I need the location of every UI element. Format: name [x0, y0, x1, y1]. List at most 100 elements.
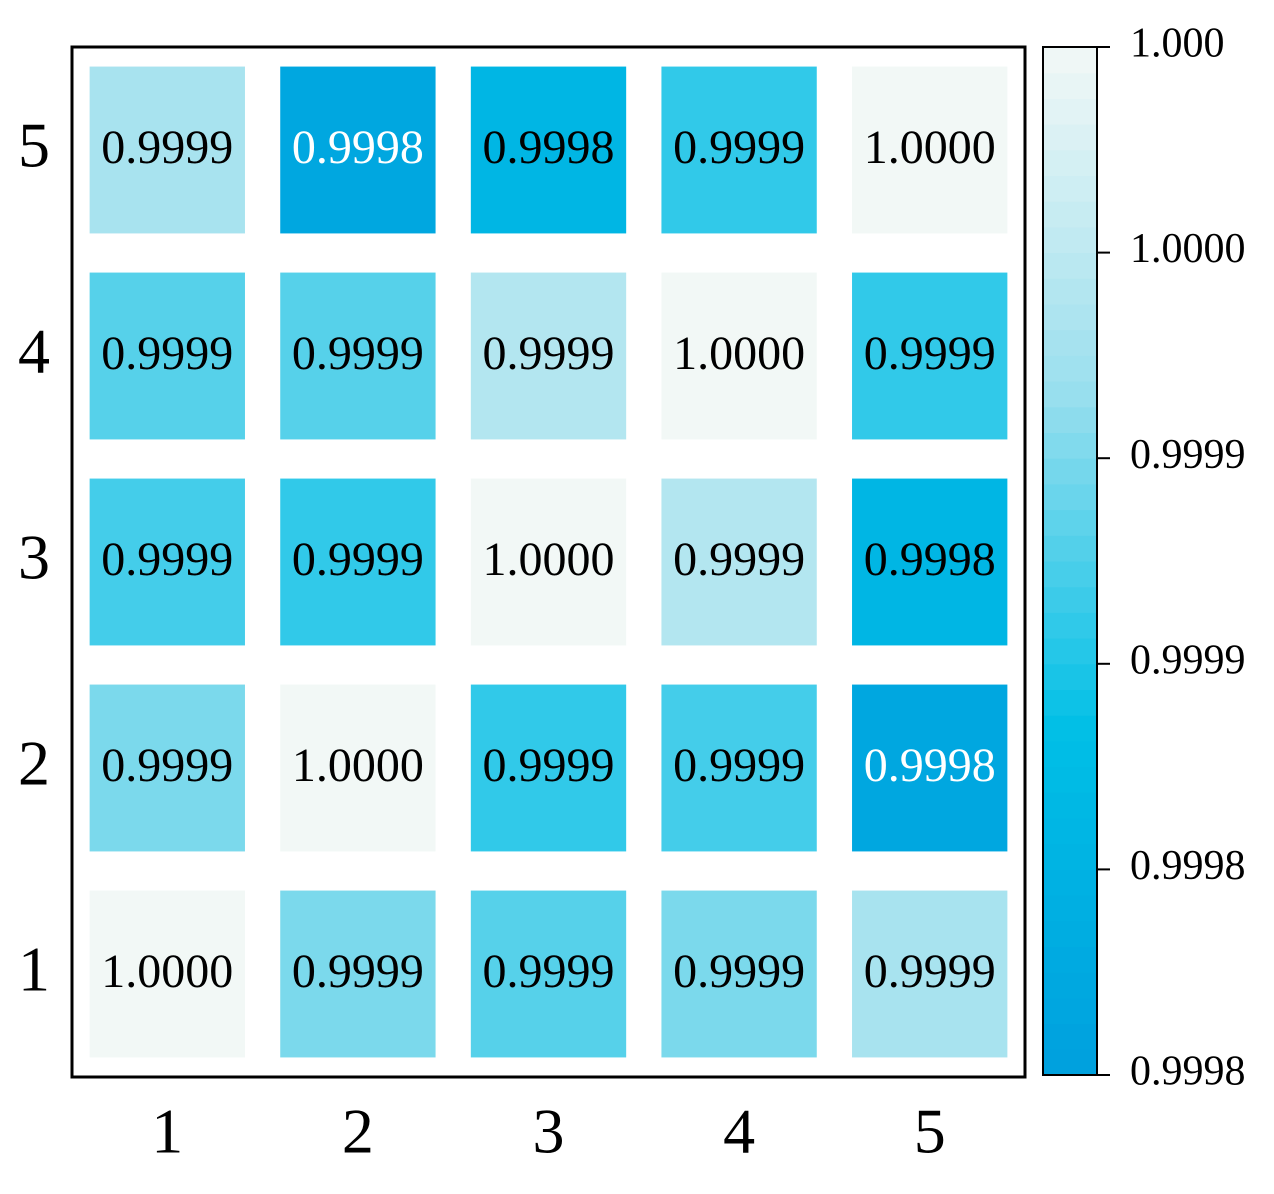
- cell-label: 0.9999: [101, 533, 233, 586]
- colorbar-frame: [1042, 46, 1098, 1076]
- colorbar-band: [1043, 766, 1097, 793]
- colorbar-band: [1043, 535, 1097, 562]
- colorbar-band: [1043, 612, 1097, 639]
- x-tick-label: 2: [342, 1096, 374, 1167]
- cell-label: 0.9999: [101, 327, 233, 380]
- heatmap-cell: [661, 478, 817, 646]
- colorbar-band: [1043, 252, 1097, 279]
- colorbar-band: [1043, 458, 1097, 485]
- heatmap-cell: [470, 66, 627, 234]
- cell-label: 0.9999: [292, 327, 424, 380]
- cell-label: 0.9999: [101, 739, 233, 792]
- heatmap-cell: [89, 478, 245, 646]
- colorbar-band: [1043, 226, 1097, 254]
- cell-label: 0.9999: [673, 945, 805, 998]
- colorbar-band: [1043, 149, 1097, 176]
- colorbar-tick-label: 1.000: [1130, 21, 1225, 67]
- colorbar-band: [1043, 715, 1097, 742]
- colorbar-band: [1043, 689, 1097, 716]
- colorbar-band: [1043, 432, 1097, 459]
- cell-label: 1.0000: [864, 121, 996, 174]
- cell-label: 0.9999: [292, 533, 424, 586]
- colorbar-tick-label: 0.9998: [1130, 843, 1246, 889]
- heatmap-cell: [280, 684, 436, 852]
- cell-label: 0.9998: [483, 121, 615, 174]
- y-tick-label: 3: [18, 522, 50, 593]
- colorbar-band: [1043, 509, 1097, 536]
- colorbar-tick-label: 0.9998: [1130, 1049, 1246, 1095]
- cell-label: 1.0000: [292, 739, 424, 792]
- colorbar-band: [1043, 1049, 1097, 1076]
- heatmap-cell: [852, 890, 1008, 1058]
- colorbar-band: [1043, 47, 1097, 74]
- colorbar-tick-label: 0.9999: [1130, 432, 1246, 478]
- colorbar-tick-label: 1.0000: [1130, 226, 1246, 272]
- colorbar-band: [1043, 792, 1097, 819]
- heatmap-cell: [470, 890, 627, 1058]
- cell-label: 0.9998: [864, 739, 996, 792]
- cell-label: 0.9999: [673, 739, 805, 792]
- colorbar-band: [1043, 843, 1097, 870]
- colorbar-band: [1043, 406, 1097, 433]
- x-tick-label: 3: [533, 1096, 565, 1167]
- colorbar-band: [1043, 818, 1097, 845]
- colorbar-band: [1043, 586, 1097, 613]
- heatmap-cell: [661, 684, 817, 852]
- cell-label: 0.9999: [673, 533, 805, 586]
- y-tick-label: 1: [18, 934, 50, 1005]
- heatmap-cell: [661, 66, 817, 234]
- x-tick-label: 4: [723, 1096, 755, 1167]
- colorbar-band: [1043, 355, 1097, 382]
- y-tick-label: 5: [18, 110, 50, 181]
- cell-label: 1.0000: [483, 533, 615, 586]
- heatmap-cell: [661, 272, 817, 440]
- cell-label: 0.9998: [864, 533, 996, 586]
- colorbar-band: [1043, 895, 1097, 922]
- cell-label: 1.0000: [673, 327, 805, 380]
- colorbar-band: [1043, 972, 1097, 999]
- colorbar-band: [1043, 175, 1097, 202]
- colorbar-band: [1043, 98, 1097, 125]
- colorbar-band: [1043, 278, 1097, 305]
- cell-label: 0.9999: [864, 327, 996, 380]
- colorbar-band: [1043, 72, 1097, 99]
- colorbar-band: [1043, 920, 1097, 947]
- colorbar-band: [1043, 638, 1097, 665]
- colorbar-band: [1043, 946, 1097, 973]
- colorbar-band: [1043, 381, 1097, 408]
- colorbar-band: [1043, 1023, 1097, 1050]
- cell-label: 0.9999: [101, 121, 233, 174]
- colorbar-band: [1043, 663, 1097, 690]
- heatmap-cell: [89, 684, 245, 852]
- heatmap-cell: [470, 684, 627, 852]
- heatmap-cell: [280, 66, 436, 234]
- heatmap-cell: [661, 890, 817, 1058]
- cell-label: 0.9999: [292, 945, 424, 998]
- heatmap-cell: [280, 890, 436, 1058]
- x-tick-label: 5: [914, 1096, 946, 1167]
- heatmap-cell: [852, 272, 1008, 440]
- heatmap-cell: [89, 272, 245, 440]
- y-tick-label: 4: [18, 316, 50, 387]
- colorbar-band: [1043, 740, 1097, 768]
- plot-frame: [70, 45, 1027, 1079]
- colorbar-band: [1043, 329, 1097, 356]
- heatmap-cell: [470, 478, 627, 646]
- cell-label: 0.9999: [864, 945, 996, 998]
- colorbar-band: [1043, 561, 1097, 588]
- cell-label: 0.9999: [483, 327, 615, 380]
- colorbar-band: [1043, 304, 1097, 331]
- heatmap-cell: [852, 478, 1008, 646]
- heatmap-cell: [470, 272, 627, 440]
- x-tick-label: 1: [151, 1096, 183, 1167]
- colorbar-band: [1043, 997, 1097, 1025]
- heatmap-cell: [89, 66, 245, 234]
- heatmap-cell: [280, 478, 436, 646]
- cell-label: 0.9999: [483, 945, 615, 998]
- heatmap-cell: [280, 272, 436, 440]
- heatmap-cell: [852, 66, 1008, 234]
- colorbar-band: [1043, 124, 1097, 151]
- colorbar-band: [1043, 201, 1097, 228]
- colorbar-band: [1043, 869, 1097, 896]
